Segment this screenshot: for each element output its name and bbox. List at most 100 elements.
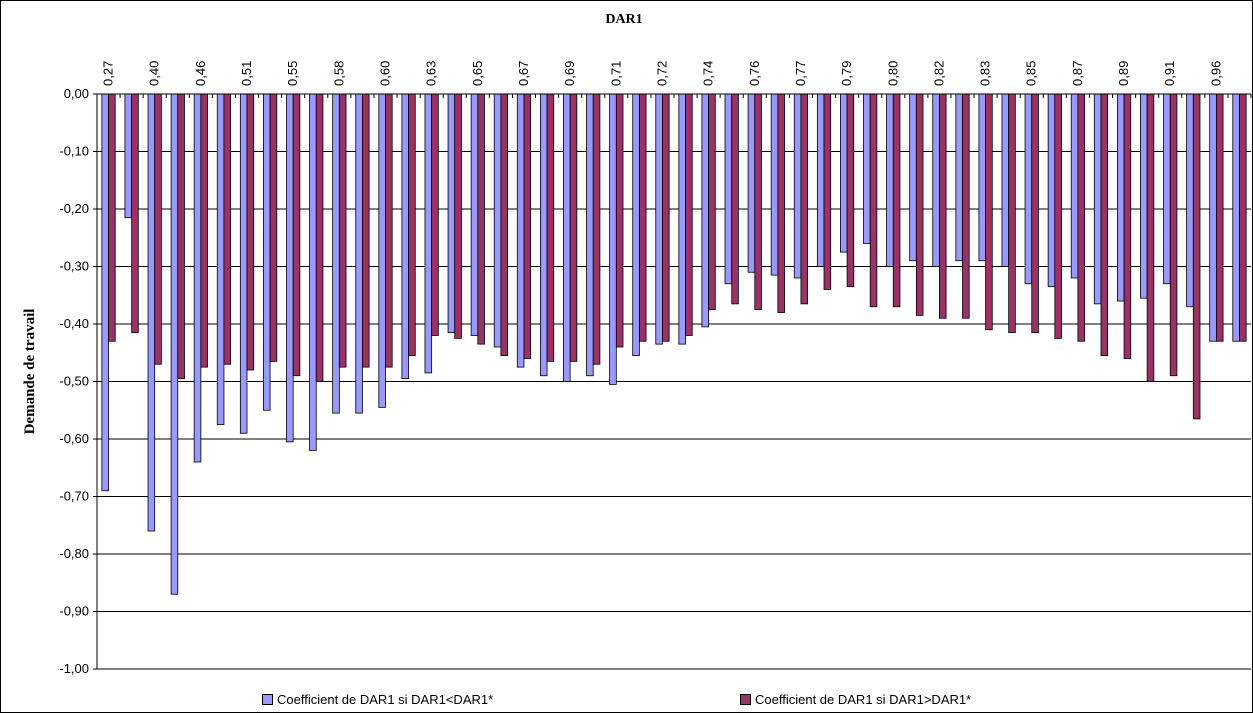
x-tick-label: 0,96 xyxy=(1208,61,1223,86)
bar-series-2 xyxy=(615,93,624,348)
bar-series-2 xyxy=(200,93,208,368)
bar-series-1 xyxy=(147,93,156,532)
legend-swatch-series-2 xyxy=(740,694,751,705)
bar-series-1 xyxy=(1001,93,1010,267)
bar-series-2 xyxy=(246,93,255,371)
bar-series-2 xyxy=(1192,93,1201,420)
x-tick-label: 0,63 xyxy=(424,61,439,86)
bar-series-2 xyxy=(338,93,347,368)
bar-series-1 xyxy=(493,93,502,348)
x-tick-label: 0,51 xyxy=(239,61,254,86)
x-tick-label: 0,27 xyxy=(101,61,116,86)
bar-series-2 xyxy=(662,93,670,342)
y-tick-label: -0,10 xyxy=(59,144,89,159)
y-tick-label: 0,00 xyxy=(64,86,89,101)
x-tick-label: 0,72 xyxy=(654,61,669,86)
bar-series-1 xyxy=(1232,93,1240,342)
x-tick-label: 0,55 xyxy=(285,61,300,86)
bar-series-1 xyxy=(170,93,179,595)
bar-series-1 xyxy=(447,93,456,334)
bar-series-1 xyxy=(124,93,133,219)
bar-series-2 xyxy=(1054,93,1062,339)
bar-series-1 xyxy=(955,93,963,262)
y-tick-label: -0,20 xyxy=(59,201,89,216)
bar-series-2 xyxy=(1215,93,1224,342)
bar-series-1 xyxy=(470,93,479,336)
legend-item-series-1: Coefficient de DAR1 si DAR1<DAR1* xyxy=(262,692,493,707)
bar-series-2 xyxy=(1008,93,1016,334)
bar-series-1 xyxy=(332,93,340,414)
bar-series-1 xyxy=(1024,93,1033,285)
bar-series-1 xyxy=(563,93,571,382)
bar-series-2 xyxy=(131,93,139,334)
x-tick-label: 0,80 xyxy=(885,61,900,86)
x-axis-title: DAR1 xyxy=(605,12,642,27)
bar-series-1 xyxy=(101,93,109,492)
y-tick-label: -0,50 xyxy=(59,374,89,389)
bar-series-1 xyxy=(932,93,940,267)
bar-series-2 xyxy=(546,93,555,362)
bar-series-1 xyxy=(701,93,710,328)
bar-series-1 xyxy=(286,93,294,443)
bar-series-2 xyxy=(731,93,739,305)
bar-series-1 xyxy=(1186,93,1194,308)
bar-series-2 xyxy=(962,93,970,319)
bar-series-2 xyxy=(292,93,301,377)
x-tick-label: 0,46 xyxy=(193,61,208,86)
x-tick-label: 0,69 xyxy=(562,61,577,86)
bar-series-2 xyxy=(592,93,601,365)
bar-series-2 xyxy=(154,93,162,365)
bar-series-2 xyxy=(823,93,832,290)
legend-item-series-2: Coefficient de DAR1 si DAR1>DAR1* xyxy=(740,692,971,707)
bar-series-1 xyxy=(239,93,248,434)
bar-series-2 xyxy=(177,93,185,380)
bar-series-2 xyxy=(800,93,809,305)
bar-series-2 xyxy=(708,93,716,311)
bar-series-2 xyxy=(846,93,855,288)
bar-series-2 xyxy=(454,93,462,339)
bar-series-1 xyxy=(309,93,317,451)
y-tick-label: -0,70 xyxy=(59,489,89,504)
bar-series-1 xyxy=(378,93,386,408)
legend-label-series-2: Coefficient de DAR1 si DAR1>DAR1* xyxy=(755,692,972,707)
bar-series-1 xyxy=(1116,93,1125,302)
bar-series-1 xyxy=(816,93,825,267)
bar-series-2 xyxy=(269,93,278,362)
bar-series-2 xyxy=(315,93,324,382)
bar-series-1 xyxy=(863,93,871,244)
bar-series-2 xyxy=(500,93,508,357)
x-tick-label: 0,82 xyxy=(931,61,946,86)
x-tick-label: 0,77 xyxy=(793,61,808,86)
bar-series-2 xyxy=(108,93,116,342)
bar-series-2 xyxy=(1239,93,1247,342)
x-tick-label: 0,58 xyxy=(331,61,346,86)
x-tick-label: 0,60 xyxy=(378,61,393,86)
x-tick-label: 0,83 xyxy=(978,61,993,86)
bar-series-1 xyxy=(1209,93,1217,342)
bar-series-2 xyxy=(939,93,947,319)
bar-series-2 xyxy=(1169,93,1178,377)
bar-series-2 xyxy=(777,93,785,313)
x-tick-label: 0,40 xyxy=(147,61,162,86)
bar-series-1 xyxy=(840,93,848,253)
bar-series-1 xyxy=(1047,93,1056,288)
x-tick-label: 0,79 xyxy=(839,61,854,86)
bar-series-2 xyxy=(1077,93,1085,342)
x-tick-label: 0,76 xyxy=(747,61,762,86)
bar-series-2 xyxy=(1100,93,1109,357)
bar-series-1 xyxy=(770,93,779,276)
x-tick-label: 0,85 xyxy=(1024,61,1039,86)
bar-series-1 xyxy=(655,93,663,345)
bar-series-2 xyxy=(408,93,416,357)
bar-series-1 xyxy=(1093,93,1102,305)
bar-series-2 xyxy=(431,93,439,336)
x-tick-label: 0,87 xyxy=(1070,61,1085,86)
bar-series-1 xyxy=(1163,93,1171,285)
bar-series-1 xyxy=(909,93,917,262)
bar-series-1 xyxy=(263,93,271,411)
y-tick-label: -0,40 xyxy=(59,316,89,331)
bar-series-1 xyxy=(609,93,617,385)
bar-series-2 xyxy=(477,93,485,345)
legend-label-series-1: Coefficient de DAR1 si DAR1<DAR1* xyxy=(277,692,494,707)
